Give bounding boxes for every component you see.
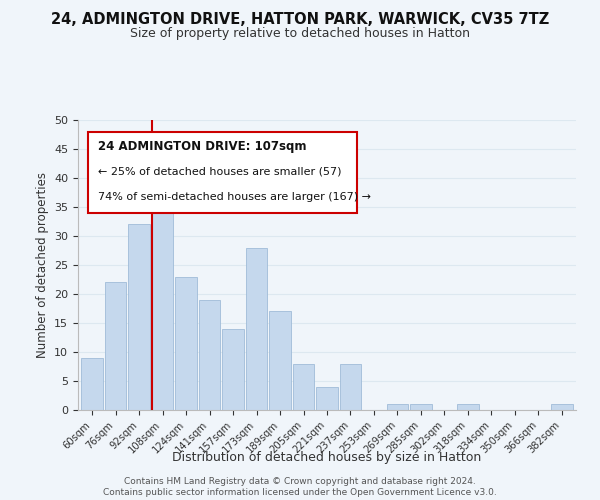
Y-axis label: Number of detached properties: Number of detached properties <box>35 172 49 358</box>
Bar <box>152 184 173 410</box>
Text: Contains public sector information licensed under the Open Government Licence v3: Contains public sector information licen… <box>103 488 497 497</box>
Text: Size of property relative to detached houses in Hatton: Size of property relative to detached ho… <box>130 28 470 40</box>
FancyBboxPatch shape <box>88 132 357 213</box>
Text: Contains HM Land Registry data © Crown copyright and database right 2024.: Contains HM Land Registry data © Crown c… <box>124 476 476 486</box>
Bar <box>222 329 244 410</box>
Text: 74% of semi-detached houses are larger (167) →: 74% of semi-detached houses are larger (… <box>98 192 371 202</box>
Bar <box>551 404 573 410</box>
Text: ← 25% of detached houses are smaller (57): ← 25% of detached houses are smaller (57… <box>98 166 341 176</box>
Bar <box>199 300 220 410</box>
Bar <box>81 358 103 410</box>
Bar <box>128 224 150 410</box>
Bar <box>105 282 127 410</box>
Bar <box>386 404 408 410</box>
Bar <box>246 248 268 410</box>
Text: Distribution of detached houses by size in Hatton: Distribution of detached houses by size … <box>172 451 482 464</box>
Bar <box>293 364 314 410</box>
Bar <box>340 364 361 410</box>
Bar <box>269 312 291 410</box>
Bar <box>410 404 432 410</box>
Text: 24 ADMINGTON DRIVE: 107sqm: 24 ADMINGTON DRIVE: 107sqm <box>98 140 307 153</box>
Bar <box>175 276 197 410</box>
Text: 24, ADMINGTON DRIVE, HATTON PARK, WARWICK, CV35 7TZ: 24, ADMINGTON DRIVE, HATTON PARK, WARWIC… <box>51 12 549 28</box>
Bar <box>316 387 338 410</box>
Bar <box>457 404 479 410</box>
